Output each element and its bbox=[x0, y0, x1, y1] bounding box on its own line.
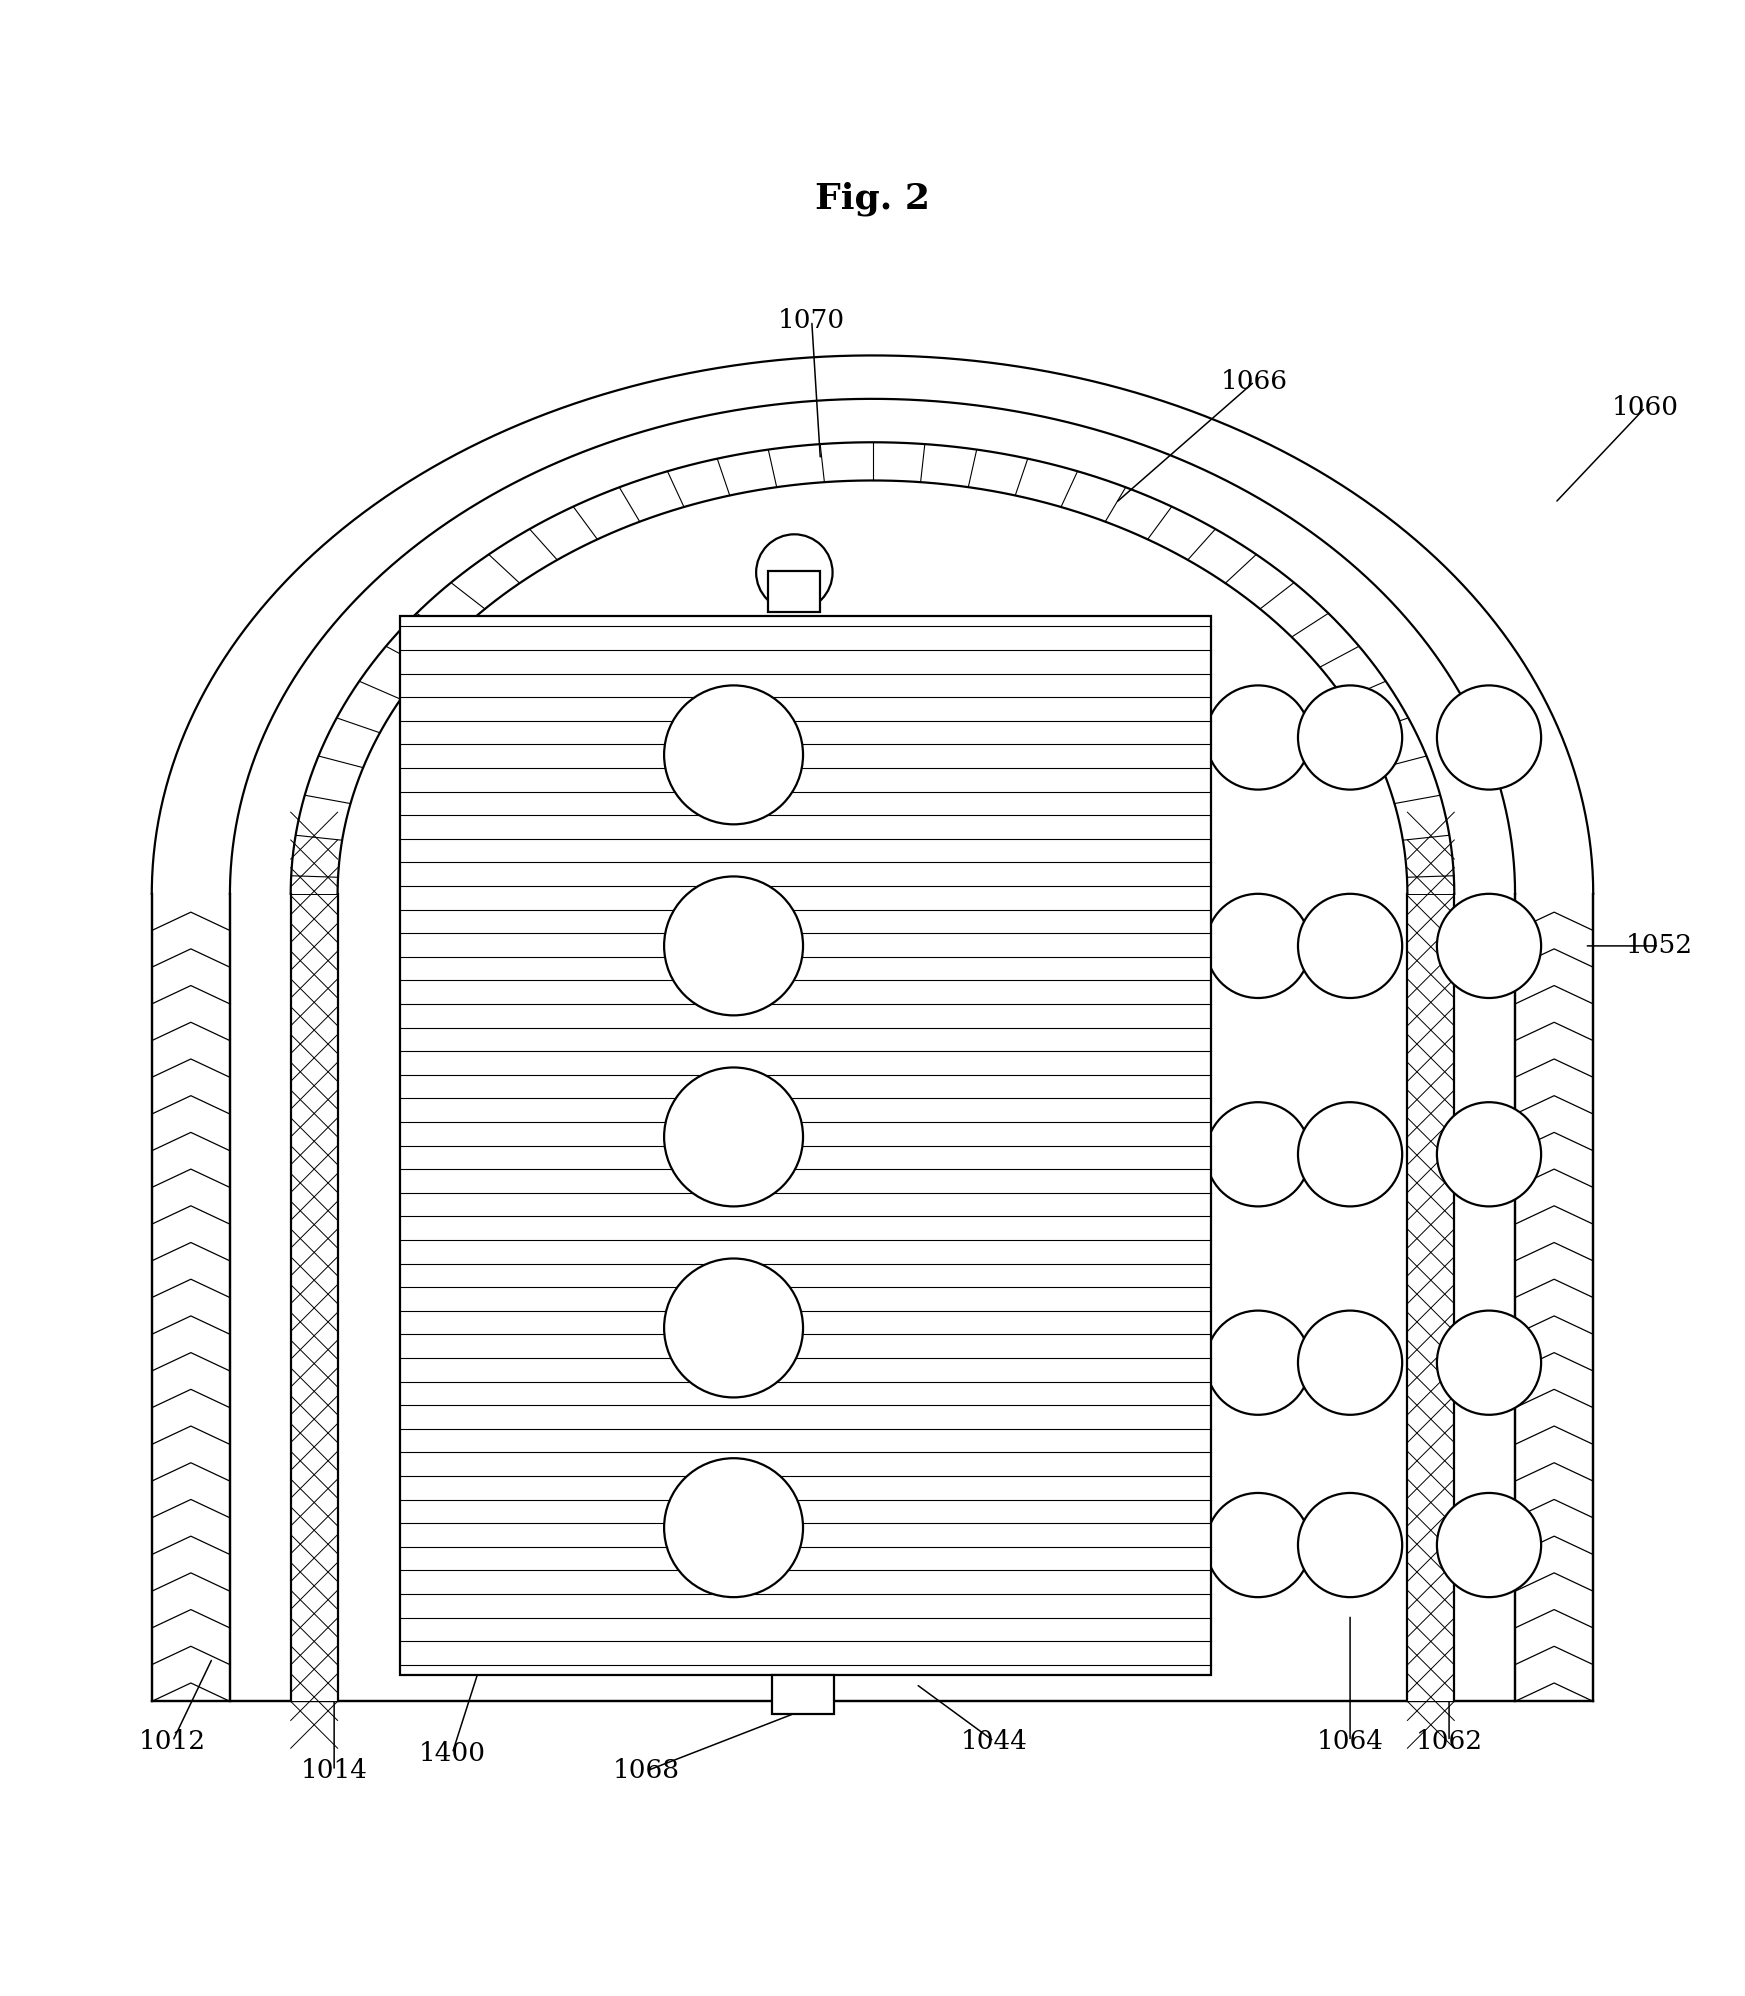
Circle shape bbox=[665, 685, 803, 824]
Bar bbox=[152, 894, 230, 1701]
Circle shape bbox=[1436, 1311, 1541, 1415]
Text: 1068: 1068 bbox=[612, 1758, 681, 1782]
Circle shape bbox=[1436, 1102, 1541, 1206]
Text: 1052: 1052 bbox=[1626, 934, 1693, 958]
Text: 1070: 1070 bbox=[778, 307, 845, 333]
Circle shape bbox=[1298, 1493, 1403, 1597]
Circle shape bbox=[665, 876, 803, 1016]
Circle shape bbox=[1298, 1311, 1403, 1415]
Circle shape bbox=[1298, 685, 1403, 790]
Text: 1066: 1066 bbox=[1222, 369, 1288, 393]
Circle shape bbox=[1298, 1102, 1403, 1206]
Text: 1044: 1044 bbox=[960, 1729, 1028, 1754]
Circle shape bbox=[1206, 1311, 1310, 1415]
Text: 1012: 1012 bbox=[140, 1729, 206, 1754]
Bar bbox=[771, 1675, 834, 1713]
Bar bbox=[291, 894, 337, 1701]
Text: 1064: 1064 bbox=[1316, 1729, 1384, 1754]
Circle shape bbox=[1206, 894, 1310, 998]
Bar bbox=[400, 617, 1211, 1675]
Circle shape bbox=[756, 535, 832, 611]
Circle shape bbox=[1436, 685, 1541, 790]
Circle shape bbox=[1206, 685, 1310, 790]
Text: Fig. 2: Fig. 2 bbox=[815, 182, 930, 216]
Text: 1062: 1062 bbox=[1415, 1729, 1483, 1754]
Circle shape bbox=[665, 1259, 803, 1397]
Bar bbox=[1515, 894, 1593, 1701]
Circle shape bbox=[665, 1068, 803, 1206]
Bar bbox=[1408, 894, 1454, 1701]
Bar bbox=[291, 894, 337, 1701]
Circle shape bbox=[1436, 894, 1541, 998]
Bar bbox=[768, 571, 820, 613]
Circle shape bbox=[1206, 1102, 1310, 1206]
Text: 1060: 1060 bbox=[1612, 395, 1679, 419]
Text: 1400: 1400 bbox=[419, 1741, 485, 1766]
Circle shape bbox=[665, 1459, 803, 1597]
Bar bbox=[1408, 894, 1454, 1701]
Circle shape bbox=[1298, 894, 1403, 998]
Text: 1014: 1014 bbox=[300, 1758, 368, 1782]
Circle shape bbox=[1436, 1493, 1541, 1597]
Circle shape bbox=[1206, 1493, 1310, 1597]
